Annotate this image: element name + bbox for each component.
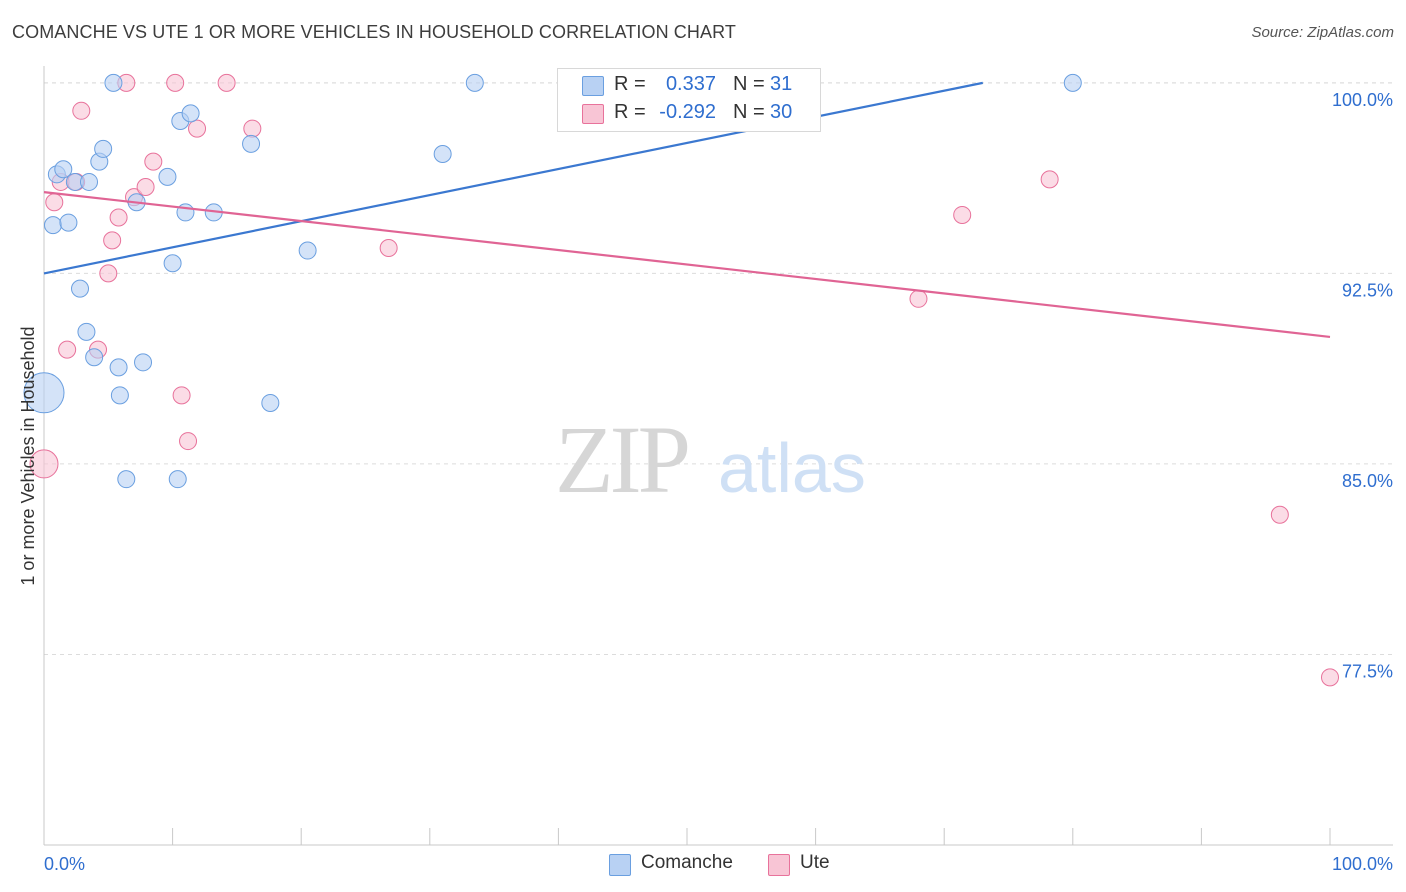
chart-title: COMANCHE VS UTE 1 OR MORE VEHICLES IN HO… (12, 22, 736, 42)
data-point-comanche (158, 167, 177, 186)
data-point-comanche (77, 322, 96, 341)
legend-row-comanche: R = 0.337 N = 31 (558, 73, 820, 99)
data-point-comanche (110, 386, 129, 405)
legend-n-value: 31 (770, 73, 793, 95)
data-point-ute (1321, 668, 1339, 687)
bottom-legend-swatch-comanche (609, 854, 631, 876)
x-tick-label-max: 100.0% (1332, 854, 1393, 874)
legend-stats: R = 0.337 N = 31 R = -0.292 N = 30 (557, 68, 821, 132)
trend-line-ute (43, 191, 1331, 339)
legend-n-label: N = (733, 73, 765, 95)
legend-r-label: R = (614, 101, 646, 123)
trend-line-comanche (43, 81, 983, 275)
legend-n-value: 30 (770, 101, 793, 123)
data-point-ute (72, 101, 91, 120)
watermark-atlas: atlas (718, 429, 866, 507)
data-point-ute (103, 231, 122, 250)
data-point-comanche (94, 139, 113, 158)
data-point-ute (1040, 170, 1059, 189)
data-point-comanche (433, 144, 452, 163)
data-point-comanche (85, 348, 104, 367)
data-point-comanche (465, 73, 484, 92)
data-point-ute (217, 73, 236, 92)
data-point-ute (172, 386, 191, 405)
data-point-comanche (54, 160, 73, 179)
watermark-zip: ZIP (555, 406, 688, 513)
series-ute-points (29, 73, 1339, 687)
data-point-comanche (163, 254, 182, 273)
data-point-ute (379, 238, 398, 257)
data-point-ute (166, 73, 185, 92)
data-point-ute (45, 193, 64, 212)
bottom-legend-label-comanche: Comanche (641, 852, 733, 873)
legend-swatch-comanche (582, 76, 604, 96)
legend-r-value: -0.292 (659, 101, 716, 123)
legend-n-label: N = (733, 101, 765, 123)
legend-row-ute: R = -0.292 N = 30 (558, 101, 820, 127)
gridlines (44, 82, 1393, 655)
series-comanche-points (23, 73, 1082, 489)
data-point-comanche (71, 279, 90, 298)
data-point-ute (144, 152, 163, 171)
data-point-comanche (80, 172, 99, 191)
data-point-comanche (117, 470, 136, 489)
data-point-ute (99, 264, 118, 283)
y-tick-label: 85.0% (1342, 471, 1393, 491)
data-point-comanche (1063, 73, 1082, 92)
y-tick-label: 77.5% (1342, 661, 1393, 681)
y-tick-label: 92.5% (1342, 280, 1393, 300)
legend-swatch-ute (582, 104, 604, 124)
data-point-ute (29, 449, 59, 479)
data-point-comanche (109, 358, 128, 377)
data-point-ute (58, 340, 77, 359)
data-point-ute (179, 432, 198, 451)
y-tick-label: 100.0% (1332, 90, 1393, 110)
data-point-comanche (261, 393, 280, 412)
axes (43, 66, 1393, 846)
data-point-ute (243, 119, 262, 138)
y-tick-labels: 100.0% 92.5% 85.0% 77.5% (1332, 90, 1393, 682)
data-point-ute (1270, 505, 1289, 524)
chart-source: Source: ZipAtlas.com (1251, 24, 1394, 41)
legend-r-value: 0.337 (665, 73, 716, 95)
watermark: ZIP atlas (555, 406, 866, 513)
data-point-ute (188, 119, 207, 138)
data-point-comanche (44, 216, 63, 235)
data-point-comanche (104, 73, 123, 92)
x-tick-label-min: 0.0% (44, 854, 85, 874)
legend-r-label: R = (614, 73, 646, 95)
bottom-legend-swatch-ute (768, 854, 790, 876)
data-point-comanche (298, 241, 317, 260)
data-point-comanche (242, 134, 261, 153)
data-point-ute (109, 208, 128, 227)
data-point-comanche (134, 353, 153, 372)
data-point-comanche (181, 104, 200, 123)
data-point-comanche (168, 470, 187, 489)
bottom-legend-label-ute: Ute (800, 852, 830, 873)
data-point-ute (953, 205, 972, 224)
trend-lines (43, 81, 1331, 339)
data-point-comanche (23, 372, 65, 414)
data-point-ute (909, 289, 928, 308)
data-point-ute (136, 178, 155, 197)
data-point-comanche (59, 213, 78, 232)
y-axis-label: 1 or more Vehicles in Household (18, 326, 38, 585)
